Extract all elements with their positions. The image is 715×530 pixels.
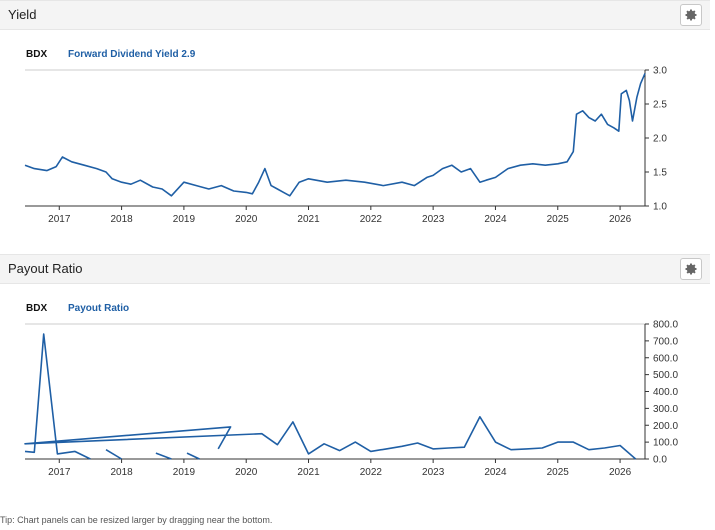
payout-settings-button[interactable] — [680, 258, 702, 280]
payout-x-tick-label: 2020 — [235, 467, 258, 478]
yield-legend-ticker: BDX — [26, 49, 48, 60]
yield-panel-title: Yield — [8, 7, 37, 22]
yield-x-tick-label: 2018 — [110, 214, 133, 225]
payout-x-tick-label: 2019 — [173, 467, 196, 478]
yield-legend-series[interactable]: Forward Dividend Yield 2.9 — [68, 49, 196, 60]
payout-y-tick-label: 400.0 — [653, 387, 678, 398]
payout-x-tick-label: 2018 — [110, 467, 133, 478]
payout-x-tick-label: 2025 — [547, 467, 570, 478]
payout-panel-header: Payout Ratio — [0, 254, 710, 284]
payout-y-tick-label: 500.0 — [653, 370, 678, 381]
yield-x-tick-label: 2025 — [547, 214, 570, 225]
yield-series-line — [24, 73, 646, 197]
tip-text: Tip: Chart panels can be resized larger … — [0, 515, 273, 525]
payout-y-tick-label: 300.0 — [653, 404, 678, 415]
yield-x-tick-label: 2020 — [235, 214, 258, 225]
payout-y-tick-label: 600.0 — [653, 353, 678, 364]
yield-y-tick-label: 2.5 — [653, 100, 667, 111]
payout-x-tick-label: 2024 — [484, 467, 507, 478]
yield-x-tick-label: 2023 — [422, 214, 445, 225]
yield-y-tick-label: 3.0 — [653, 66, 667, 77]
yield-y-tick-label: 1.0 — [653, 202, 667, 213]
payout-chart: 0.0 100.0 200.0 300.0 400.0 500.0 600.0 700.0 80… — [24, 320, 678, 478]
yield-chart: 1.0 1.5 2.0 2.5 3.0 2017 2018 2019 2020 2021 2022 2… — [24, 66, 667, 225]
payout-y-tick-label: 100.0 — [653, 438, 678, 449]
payout-series-line — [24, 333, 91, 460]
payout-x-tick-label: 2021 — [297, 467, 320, 478]
payout-series-line — [155, 452, 172, 460]
payout-legend-series[interactable]: Payout Ratio — [68, 303, 130, 314]
yield-x-tick-label: 2019 — [173, 214, 196, 225]
payout-series-line — [186, 452, 200, 460]
payout-y-tick-label: 200.0 — [653, 421, 678, 432]
payout-y-tick-label: 700.0 — [653, 336, 678, 347]
yield-x-tick-label: 2026 — [609, 214, 632, 225]
gear-icon — [685, 263, 697, 275]
payout-x-tick-label: 2023 — [422, 467, 445, 478]
yield-panel-header: Yield — [0, 0, 710, 30]
yield-x-tick-label: 2021 — [297, 214, 320, 225]
payout-x-tick-label: 2026 — [609, 467, 632, 478]
payout-x-tick-label: 2022 — [360, 467, 383, 478]
yield-settings-button[interactable] — [680, 4, 702, 26]
yield-x-tick-label: 2022 — [360, 214, 383, 225]
payout-x-tick-label: 2017 — [48, 467, 71, 478]
yield-y-tick-label: 2.0 — [653, 134, 667, 145]
payout-legend-ticker: BDX — [26, 303, 48, 314]
gear-icon — [685, 9, 697, 21]
yield-y-tick-label: 1.5 — [653, 168, 667, 179]
payout-panel-title: Payout Ratio — [8, 261, 83, 276]
payout-y-tick-label: 800.0 — [653, 320, 678, 331]
payout-y-tick-label: 0.0 — [653, 455, 667, 466]
payout-series-line — [24, 416, 637, 460]
payout-series-line — [105, 449, 123, 460]
yield-x-tick-label: 2017 — [48, 214, 71, 225]
yield-x-tick-label: 2024 — [484, 214, 507, 225]
